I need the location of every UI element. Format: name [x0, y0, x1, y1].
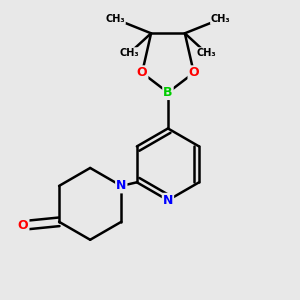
Text: CH₃: CH₃ — [211, 14, 231, 24]
Text: O: O — [137, 66, 147, 79]
Text: CH₃: CH₃ — [105, 14, 125, 24]
Text: B: B — [163, 86, 173, 99]
Text: O: O — [18, 219, 28, 232]
Text: CH₃: CH₃ — [196, 48, 216, 58]
Text: N: N — [116, 179, 127, 192]
Text: CH₃: CH₃ — [120, 48, 139, 58]
Text: O: O — [188, 66, 199, 79]
Text: N: N — [163, 194, 173, 207]
